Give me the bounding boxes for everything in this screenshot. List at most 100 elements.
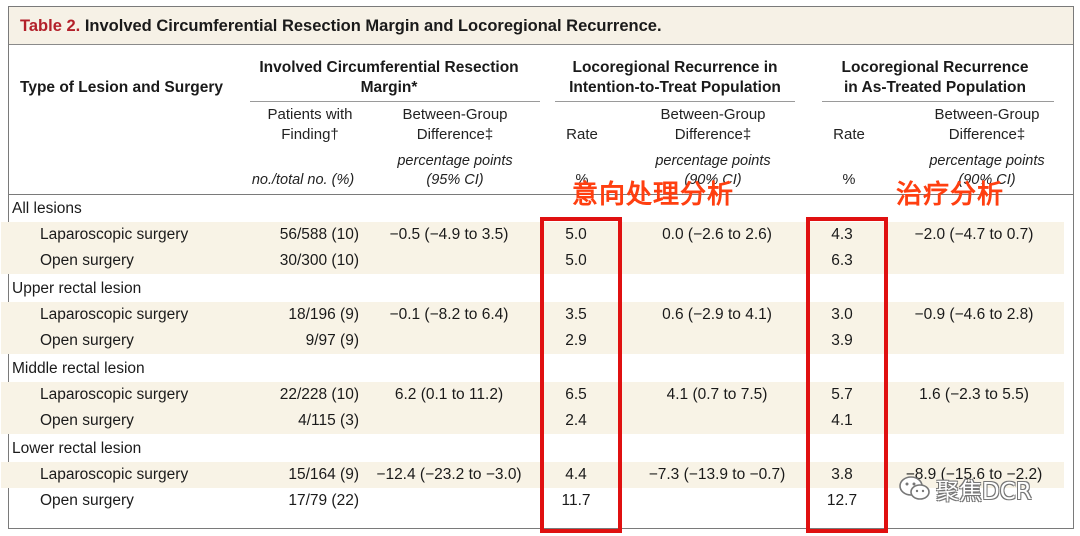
group-label: Upper rectal lesion (12, 280, 142, 297)
at-group-header-line2: in As-Treated Population (844, 79, 1026, 96)
itt-group-header-line1: Locoregional Recurrence in (572, 59, 778, 76)
group-label: Middle rectal lesion (12, 360, 145, 377)
crm-diff-unit-line1: percentage points (397, 153, 513, 169)
table-row: Laparoscopic surgery 56/588 (10) −0.5 (−… (1, 222, 1064, 248)
at-rate-cell: 12.7 (826, 492, 858, 509)
table-row: Laparoscopic surgery 18/196 (9) −0.1 (−8… (1, 302, 1064, 328)
itt-rate-cell: 2.9 (565, 332, 587, 349)
table-title-bar: Table 2. Involved Circumferential Resect… (9, 7, 1073, 45)
at-rate-cell: 3.0 (831, 306, 853, 323)
crm-diff-unit-line2: (95% CI) (426, 172, 484, 188)
itt-rate-unit: % (575, 172, 589, 188)
table-row-group: All lesions (1, 196, 1064, 222)
itt-rate-cell: 11.7 (561, 492, 591, 509)
at-rate-cell: 6.3 (831, 252, 853, 269)
itt-rate-cell: 5.0 (565, 226, 587, 243)
row-label: Open surgery (40, 332, 134, 349)
crm-diff-cell: −0.5 (−4.9 to 3.5) (389, 226, 509, 243)
table-row: Open surgery 17/79 (22) 11.7 12.7 (1, 488, 1064, 514)
at-diff-header-line1: Between-Group (934, 106, 1040, 123)
at-rate-cell: 5.7 (831, 386, 853, 403)
itt-rate-header: Rate (566, 126, 598, 143)
itt-rate-cell: 2.4 (565, 412, 587, 429)
patients-cell: 30/300 (10) (279, 252, 359, 269)
group-label: Lower rectal lesion (12, 440, 142, 457)
row-label: Laparoscopic surgery (40, 226, 189, 243)
at-rate-cell: 3.8 (831, 466, 853, 483)
table-row-group: Upper rectal lesion (1, 276, 1064, 302)
at-rate-cell: 3.9 (831, 332, 853, 349)
table-row-group: Middle rectal lesion (1, 356, 1064, 382)
patients-unit: no./total no. (%) (251, 172, 355, 188)
crm-group-header-line2: Margin* (360, 79, 418, 96)
at-diff-cell: 1.6 (−2.3 to 5.5) (919, 386, 1029, 403)
watermark: 聚焦DCR (898, 470, 1048, 505)
itt-diff-header-line1: Between-Group (660, 106, 766, 123)
row-label: Open surgery (40, 492, 134, 509)
itt-diff-unit-line1: percentage points (655, 153, 771, 169)
at-rate-highlight-box (806, 217, 888, 533)
itt-rate-cell: 5.0 (565, 252, 587, 269)
table-number: Table 2. (20, 17, 81, 35)
itt-diff-cell: −7.3 (−13.9 to −0.7) (648, 466, 786, 483)
itt-diff-unit-line2: (90% CI) (684, 172, 742, 188)
at-header-rule (822, 101, 1054, 102)
itt-annotation: 意向处理分析 (572, 180, 735, 210)
at-diff-unit-line2: (90% CI) (958, 172, 1016, 188)
type-column-header: Type of Lesion and Surgery (20, 79, 223, 96)
table-row: Open surgery 4/115 (3) 2.4 4.1 (1, 408, 1064, 434)
itt-rate-cell: 6.5 (565, 386, 587, 403)
at-rate-unit: % (842, 172, 856, 188)
itt-rate-cell: 4.4 (565, 466, 587, 483)
crm-diff-cell: −0.1 (−8.2 to 6.4) (389, 306, 509, 323)
at-diff-cell: −2.0 (−4.7 to 0.7) (914, 226, 1034, 243)
patients-cell: 56/588 (10) (279, 226, 359, 243)
at-diff-cell: −8.9 (−15.6 to −2.2) (905, 466, 1043, 483)
row-label: Laparoscopic surgery (40, 466, 189, 483)
itt-rate-cell: 3.5 (565, 306, 587, 323)
table-title: Table 2. Involved Circumferential Resect… (20, 17, 662, 36)
table-row-group: Lower rectal lesion (1, 436, 1064, 462)
at-rate-header: Rate (833, 126, 865, 143)
crm-group-header-line1: Involved Circumferential Resection (259, 59, 519, 76)
itt-diff-header-line2: Difference‡ (674, 126, 752, 143)
crm-diff-cell: 6.2 (0.1 to 11.2) (394, 386, 504, 403)
patients-cell: 9/97 (9) (305, 332, 359, 349)
at-rate-cell: 4.1 (831, 412, 853, 429)
patients-cell: 15/164 (9) (288, 466, 359, 483)
at-diff-unit-line1: percentage points (929, 153, 1045, 169)
watermark-text: 聚焦DCR (936, 479, 1032, 505)
itt-diff-cell: 4.1 (0.7 to 7.5) (666, 386, 768, 403)
at-diff-header-line2: Difference‡ (948, 126, 1026, 143)
header-bottom-rule (9, 194, 1074, 195)
patients-header-line2: Finding† (281, 126, 339, 143)
group-label: All lesions (12, 200, 82, 217)
crm-diff-cell: −12.4 (−23.2 to −3.0) (376, 466, 522, 483)
patients-cell: 17/79 (22) (288, 492, 359, 509)
row-label: Open surgery (40, 412, 134, 429)
itt-diff-cell: 0.0 (−2.6 to 2.6) (662, 226, 772, 243)
at-group-header-line1: Locoregional Recurrence (841, 59, 1029, 76)
row-label: Open surgery (40, 252, 134, 269)
patients-cell: 22/228 (10) (279, 386, 359, 403)
patients-header-line1: Patients with (267, 106, 353, 123)
patients-cell: 4/115 (3) (298, 412, 359, 429)
itt-header-rule (555, 101, 795, 102)
at-annotation: 治疗分析 (896, 180, 1005, 210)
itt-diff-cell: 0.6 (−2.9 to 4.1) (662, 306, 772, 323)
at-diff-cell: −0.9 (−4.6 to 2.8) (914, 306, 1034, 323)
itt-group-header-line2: Intention-to-Treat Population (569, 79, 781, 96)
crm-header-rule (250, 101, 540, 102)
table-frame: Table 2. Involved Circumferential Resect… (8, 6, 1074, 529)
table-row: Open surgery 9/97 (9) 2.9 3.9 (1, 328, 1064, 354)
table-row: Open surgery 30/300 (10) 5.0 6.3 (1, 248, 1064, 274)
patients-cell: 18/196 (9) (288, 306, 359, 323)
at-rate-cell: 4.3 (831, 226, 853, 243)
table-row: Laparoscopic surgery 22/228 (10) 6.2 (0.… (1, 382, 1064, 408)
row-label: Laparoscopic surgery (40, 306, 189, 323)
wechat-icon (899, 476, 930, 500)
table-title-text: Involved Circumferential Resection Margi… (84, 17, 662, 35)
crm-diff-header-line1: Between-Group (402, 106, 508, 123)
crm-diff-header-line2: Difference‡ (416, 126, 494, 143)
itt-rate-highlight-box (540, 217, 622, 533)
